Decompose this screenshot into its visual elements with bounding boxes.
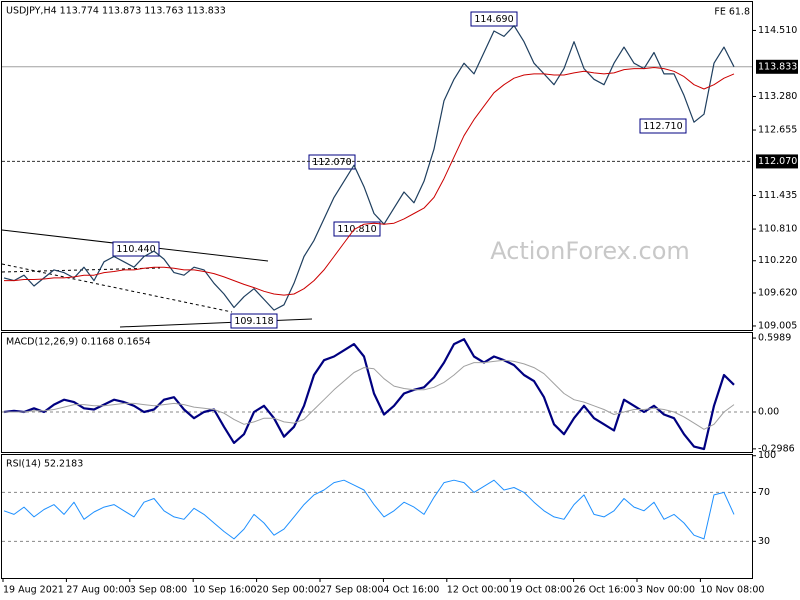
annotation: 114.690 [474, 14, 513, 25]
watermark: ActionForex.com [490, 237, 690, 265]
x-tick-label: 10 Sep 16:00 [193, 585, 256, 596]
x-tick-label: 19 Oct 08:00 [510, 585, 572, 596]
trendline [119, 318, 313, 328]
annotation: 112.070 [312, 157, 351, 168]
series-line [3, 338, 735, 451]
price-label-box [756, 59, 798, 74]
y-tick-label: 109.620 [758, 287, 797, 298]
annotation: FE 61.8 [714, 7, 750, 18]
annotation-box [470, 11, 518, 27]
y-tick-label: 111.435 [758, 190, 797, 201]
y-tick-label: 110.220 [758, 255, 797, 266]
panel-frames [1, 1, 753, 579]
panel-title: RSI(14) 52.2183 [6, 459, 83, 470]
x-tick-label: 3 Nov 00:00 [637, 585, 695, 596]
annotation: 110.810 [337, 224, 376, 235]
panel-title: USDJPY,H4 113.774 113.873 113.763 113.83… [6, 6, 226, 17]
series-line [4, 67, 735, 296]
y-tick-label: 70 [758, 487, 770, 498]
y-tick-label: 30 [758, 536, 770, 547]
rsi-frame [1, 454, 753, 579]
price-label-box [756, 154, 798, 169]
series-line [3, 25, 735, 311]
y-tick-label: 113.280 [758, 91, 797, 102]
series-line [3, 479, 735, 540]
y-tick-label: 112.655 [758, 125, 797, 136]
macd-frame [1, 332, 753, 453]
x-tick-label: 20 Sep 00:00 [257, 585, 320, 596]
x-tick-label: 4 Oct 16:00 [383, 585, 439, 596]
price-label: 112.070 [758, 156, 797, 167]
series-line [4, 359, 735, 430]
x-tick-label: 26 Oct 16:00 [574, 585, 636, 596]
price-frame [1, 1, 753, 331]
panel-title: MACD(12,26,9) 0.1168 0.1654 [6, 337, 151, 348]
x-tick-label: 10 Nov 08:00 [700, 585, 764, 596]
y-tick-label: 110.810 [758, 224, 797, 235]
annotation-box [639, 118, 687, 134]
annotation-box [112, 241, 160, 257]
x-tick-label: 12 Oct 00:00 [447, 585, 509, 596]
y-tick-label: 0.5989 [758, 333, 791, 344]
x-tick-label: 3 Sep 08:00 [130, 585, 187, 596]
annotation-box [308, 154, 356, 170]
x-tick-label: 27 Aug 00:00 [66, 585, 130, 596]
y-tick-label: 114.510 [758, 25, 797, 36]
annotation: 110.440 [116, 244, 155, 255]
annotation: 109.118 [234, 316, 273, 327]
y-tick-label: 109.005 [758, 320, 797, 331]
y-tick-label: 0.00 [758, 407, 779, 418]
price-label: 113.833 [758, 61, 797, 72]
annotations: 114.690 112.070 110.810 110.440 109.118 … [112, 7, 750, 329]
y-tick-label: -0.2986 [758, 443, 795, 454]
y-tick-label: 100 [758, 450, 776, 461]
annotation: 112.710 [643, 121, 682, 132]
x-tick-label: 19 Aug 2021 [3, 585, 64, 596]
annotation-box [333, 221, 381, 237]
annotation-box [230, 313, 278, 329]
x-tick-label: 27 Sep 08:00 [320, 585, 383, 596]
